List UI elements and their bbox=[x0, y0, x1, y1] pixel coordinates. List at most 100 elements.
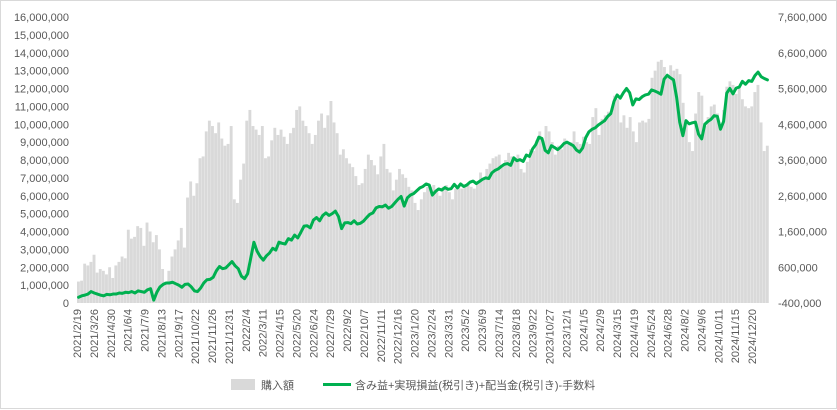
bar-purchase-amount bbox=[329, 101, 333, 303]
x-tick-label: 2021/2/19 bbox=[72, 309, 84, 358]
bar-purchase-amount bbox=[192, 195, 196, 303]
bar-purchase-amount bbox=[691, 151, 694, 303]
bar-purchase-amount bbox=[628, 117, 632, 303]
line-profit bbox=[77, 70, 769, 302]
bar-purchase-amount bbox=[563, 138, 567, 303]
bar-purchase-amount bbox=[463, 186, 467, 303]
bar-purchase-amount bbox=[376, 174, 380, 303]
x-tick-label: 2022/4/15 bbox=[275, 309, 287, 358]
bar-purchase-amount bbox=[709, 106, 713, 304]
bar-purchase-amount bbox=[348, 163, 352, 303]
bar-purchase-amount bbox=[684, 124, 688, 303]
bar-purchase-amount bbox=[722, 109, 726, 303]
legend-label-bars: 購入額 bbox=[261, 378, 294, 392]
bar-purchase-amount bbox=[656, 61, 660, 303]
bar-purchase-amount bbox=[650, 77, 654, 303]
bar-purchase-amount bbox=[535, 140, 539, 303]
x-tick-label: 2021/8/13 bbox=[156, 309, 168, 358]
bar-purchase-amount bbox=[553, 154, 557, 303]
y-right-tick-label: 3,600,000 bbox=[778, 155, 827, 167]
y-left-tick-label: 3,000,000 bbox=[20, 244, 69, 256]
y-left-tick-label: 9,000,000 bbox=[20, 137, 69, 149]
bar-purchase-amount bbox=[410, 190, 414, 303]
bar-purchase-amount bbox=[301, 120, 305, 304]
bar-purchase-amount bbox=[457, 186, 461, 303]
y-right-tick-label: 6,600,000 bbox=[778, 48, 827, 60]
y-right-tick-label: 600,000 bbox=[778, 262, 818, 274]
bar-purchase-amount bbox=[644, 122, 648, 304]
bar-purchase-amount bbox=[242, 163, 246, 303]
x-tick-label: 2021/7/9 bbox=[140, 309, 152, 352]
bar-purchase-amount bbox=[719, 129, 722, 303]
bar-purchase-amount bbox=[585, 142, 588, 304]
bar-purchase-amount bbox=[423, 192, 426, 303]
bar-purchase-amount bbox=[267, 156, 271, 303]
bar-purchase-amount bbox=[148, 231, 152, 303]
bar-purchase-amount bbox=[666, 77, 670, 303]
bar-purchase-amount bbox=[716, 113, 719, 303]
y-axis-left: 0 1,000,000 2,000,000 3,000,000 4,000,000 5,0… bbox=[14, 12, 69, 310]
bar-purchase-amount bbox=[223, 145, 227, 303]
bar-purchase-amount bbox=[557, 145, 560, 303]
bar-purchase-amount bbox=[491, 158, 495, 303]
bar-purchase-amount bbox=[101, 270, 105, 303]
line-series-profit bbox=[77, 70, 769, 302]
bar-purchase-amount bbox=[298, 106, 302, 304]
bar-purchase-amount bbox=[413, 202, 417, 303]
bar-purchase-amount bbox=[765, 145, 769, 303]
bar-purchase-amount bbox=[528, 149, 532, 303]
bar-purchase-amount bbox=[613, 95, 617, 304]
y-left-tick-label: 0 bbox=[63, 298, 69, 310]
bar-purchase-amount bbox=[232, 199, 236, 303]
bar-purchase-amount bbox=[167, 270, 171, 303]
bar-series-purchase-amount bbox=[77, 59, 769, 304]
bar-purchase-amount bbox=[273, 127, 277, 303]
bar-purchase-amount bbox=[569, 142, 573, 304]
x-tick-label: 2021/11/26 bbox=[207, 309, 219, 363]
bar-purchase-amount bbox=[182, 247, 186, 303]
x-tick-label: 2023/9/22 bbox=[528, 309, 540, 358]
bar-purchase-amount bbox=[532, 151, 535, 303]
bar-purchase-amount bbox=[641, 120, 645, 304]
bar-purchase-amount bbox=[279, 129, 283, 303]
bar-purchase-amount bbox=[304, 126, 308, 303]
bar-purchase-amount bbox=[195, 183, 199, 303]
y-right-tick-label: 1,600,000 bbox=[778, 227, 827, 239]
bar-purchase-amount bbox=[360, 183, 364, 303]
bar-purchase-amount bbox=[363, 168, 367, 303]
bar-purchase-amount bbox=[494, 156, 498, 303]
bar-purchase-amount bbox=[566, 143, 570, 303]
bar-purchase-amount bbox=[89, 261, 93, 303]
legend-label-line: 含み益+実現損益(税引き)+配当金(税引き)-手数料 bbox=[355, 378, 595, 392]
bar-purchase-amount bbox=[756, 84, 760, 304]
bar-purchase-amount bbox=[744, 106, 747, 304]
bar-purchase-amount bbox=[214, 133, 218, 303]
bar-purchase-amount bbox=[373, 165, 376, 303]
bar-purchase-amount bbox=[133, 236, 136, 303]
bar-purchase-amount bbox=[438, 195, 442, 303]
bar-purchase-amount bbox=[663, 67, 666, 303]
bar-purchase-amount bbox=[647, 118, 651, 303]
bar-purchase-amount bbox=[500, 165, 504, 303]
bar-purchase-amount bbox=[245, 120, 249, 304]
bar-purchase-amount bbox=[488, 163, 492, 303]
x-tick-label: 2024/10/11 bbox=[713, 309, 725, 363]
bar-purchase-amount bbox=[706, 117, 710, 303]
x-tick-label: 2021/3/26 bbox=[89, 309, 101, 358]
y-left-tick-label: 15,000,000 bbox=[14, 30, 69, 42]
y-left-tick-label: 10,000,000 bbox=[14, 119, 69, 131]
bar-purchase-amount bbox=[510, 156, 514, 303]
y-left-tick-label: 12,000,000 bbox=[14, 84, 69, 96]
bar-purchase-amount bbox=[307, 133, 311, 303]
x-tick-label: 2023/6/9 bbox=[477, 309, 489, 352]
bar-purchase-amount bbox=[226, 143, 230, 303]
bar-purchase-amount bbox=[441, 186, 445, 303]
bar-purchase-amount bbox=[77, 281, 80, 303]
bar-purchase-amount bbox=[669, 65, 673, 303]
bar-purchase-amount bbox=[282, 136, 286, 303]
bar-purchase-amount bbox=[594, 108, 598, 303]
x-tick-label: 2021/12/31 bbox=[224, 309, 236, 364]
x-tick-label: 2021/10/22 bbox=[190, 309, 202, 364]
x-axis: 2021/2/19 2021/3/26 2021/4/30 2021/6/4 2021/… bbox=[72, 309, 759, 364]
bar-purchase-amount bbox=[578, 143, 582, 303]
